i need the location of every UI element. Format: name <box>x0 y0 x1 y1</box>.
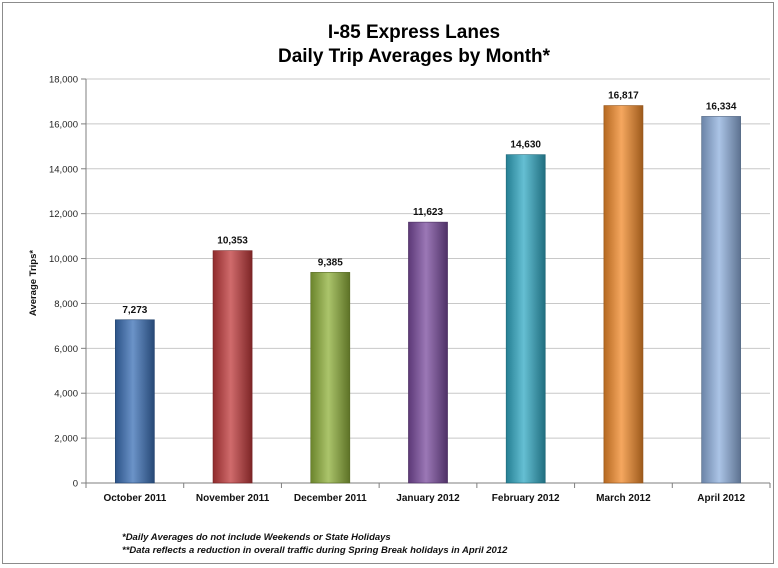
data-label: 16,817 <box>608 91 639 102</box>
data-label: 11,623 <box>413 207 443 218</box>
footnote-1: *Daily Averages do not include Weekends … <box>122 532 391 543</box>
y-tick-label: 14,000 <box>49 164 78 175</box>
bars <box>115 105 741 484</box>
labels: 0 2,000 4,000 6,000 8,000 10,000 12,000 14,000 1… <box>49 75 746 505</box>
x-tick-label: October 2011 <box>103 493 166 504</box>
data-label: 7,273 <box>122 305 147 316</box>
bar <box>408 221 448 484</box>
chart-title-line-1: I-85 Express Lanes <box>328 22 500 43</box>
y-tick-label: 4,000 <box>54 389 78 400</box>
y-axis-label: Average Trips* <box>28 250 39 316</box>
data-label: 16,334 <box>706 101 737 112</box>
gridlines <box>86 78 770 439</box>
footnote-2: **Data reflects a reduction in overall t… <box>122 545 508 556</box>
bar <box>505 154 546 484</box>
bar <box>115 319 155 484</box>
data-label: 10,353 <box>217 236 248 247</box>
data-label: 9,385 <box>318 257 343 268</box>
y-tick-label: 10,000 <box>49 254 78 265</box>
y-tick-label: 6,000 <box>54 344 78 355</box>
y-tick-label: 0 <box>73 479 78 490</box>
x-tick-label: April 2012 <box>697 493 745 504</box>
y-tick-label: 18,000 <box>49 75 78 86</box>
data-label: 14,630 <box>510 140 541 151</box>
bar <box>212 250 253 484</box>
x-tick-label: March 2012 <box>596 493 651 504</box>
x-tick-label: February 2012 <box>492 493 560 504</box>
x-tick-label: December 2011 <box>294 493 367 504</box>
bar <box>310 272 351 484</box>
y-tick-label: 8,000 <box>54 299 78 310</box>
chart-title-line-2: Daily Trip Averages by Month* <box>278 46 551 67</box>
x-tick-label: November 2011 <box>196 493 270 504</box>
bar <box>701 116 741 484</box>
y-tick-label: 12,000 <box>49 209 78 220</box>
y-tick-label: 2,000 <box>54 434 78 445</box>
x-tick-label: January 2012 <box>396 493 460 504</box>
y-tick-label: 16,000 <box>49 119 78 130</box>
bar <box>603 105 644 484</box>
